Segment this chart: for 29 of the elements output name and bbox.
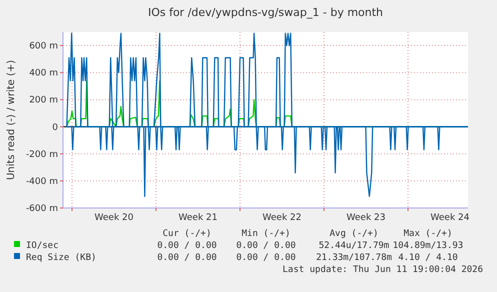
y-tick-label: 0 <box>52 122 58 133</box>
y-tick-label: 200 m <box>29 96 58 106</box>
text: Avg (-/+) <box>330 229 378 239</box>
legend-label: IO/sec <box>26 241 59 251</box>
chart-title: IOs for /dev/ywpdns-vg/swap_1 - by month <box>148 6 384 19</box>
x-tick-label: Week 22 <box>262 213 302 223</box>
x-tick-label: Week 20 <box>94 213 134 223</box>
text: Max (-/+) <box>404 229 452 239</box>
x-tick-label: Week 21 <box>178 213 218 223</box>
text: 4.10 / 4.10 <box>398 253 458 263</box>
x-tick-label: Week 23 <box>346 213 386 223</box>
text: Min (-/+) <box>242 229 290 239</box>
y-tick-label: 400 m <box>29 68 58 79</box>
y-tick-label: -400 m <box>26 176 58 187</box>
y-axis-title: Units read (-) / write (+) <box>6 60 17 180</box>
text: Cur (-/+) <box>162 229 212 239</box>
text: 52.44u/17.79m <box>318 241 390 251</box>
y-tick-label: 600 m <box>29 42 58 52</box>
text: 21.33m/107.78m <box>316 253 392 263</box>
legend-label: Req Size (KB) <box>26 253 96 263</box>
text: 0.00 / 0.00 <box>236 241 296 251</box>
text: 0.00 / 0.00 <box>157 241 217 251</box>
text: 104.89m/13.93 <box>392 241 464 251</box>
text: Last update: Thu Jun 11 19:00:04 2026 <box>282 265 483 275</box>
text: 0.00 / 0.00 <box>236 253 296 263</box>
y-tick-label: -200 m <box>26 150 58 160</box>
x-tick-label: Week 24 <box>430 213 470 223</box>
y-tick-label: -600 m <box>26 204 58 214</box>
text: 0.00 / 0.00 <box>157 253 217 263</box>
